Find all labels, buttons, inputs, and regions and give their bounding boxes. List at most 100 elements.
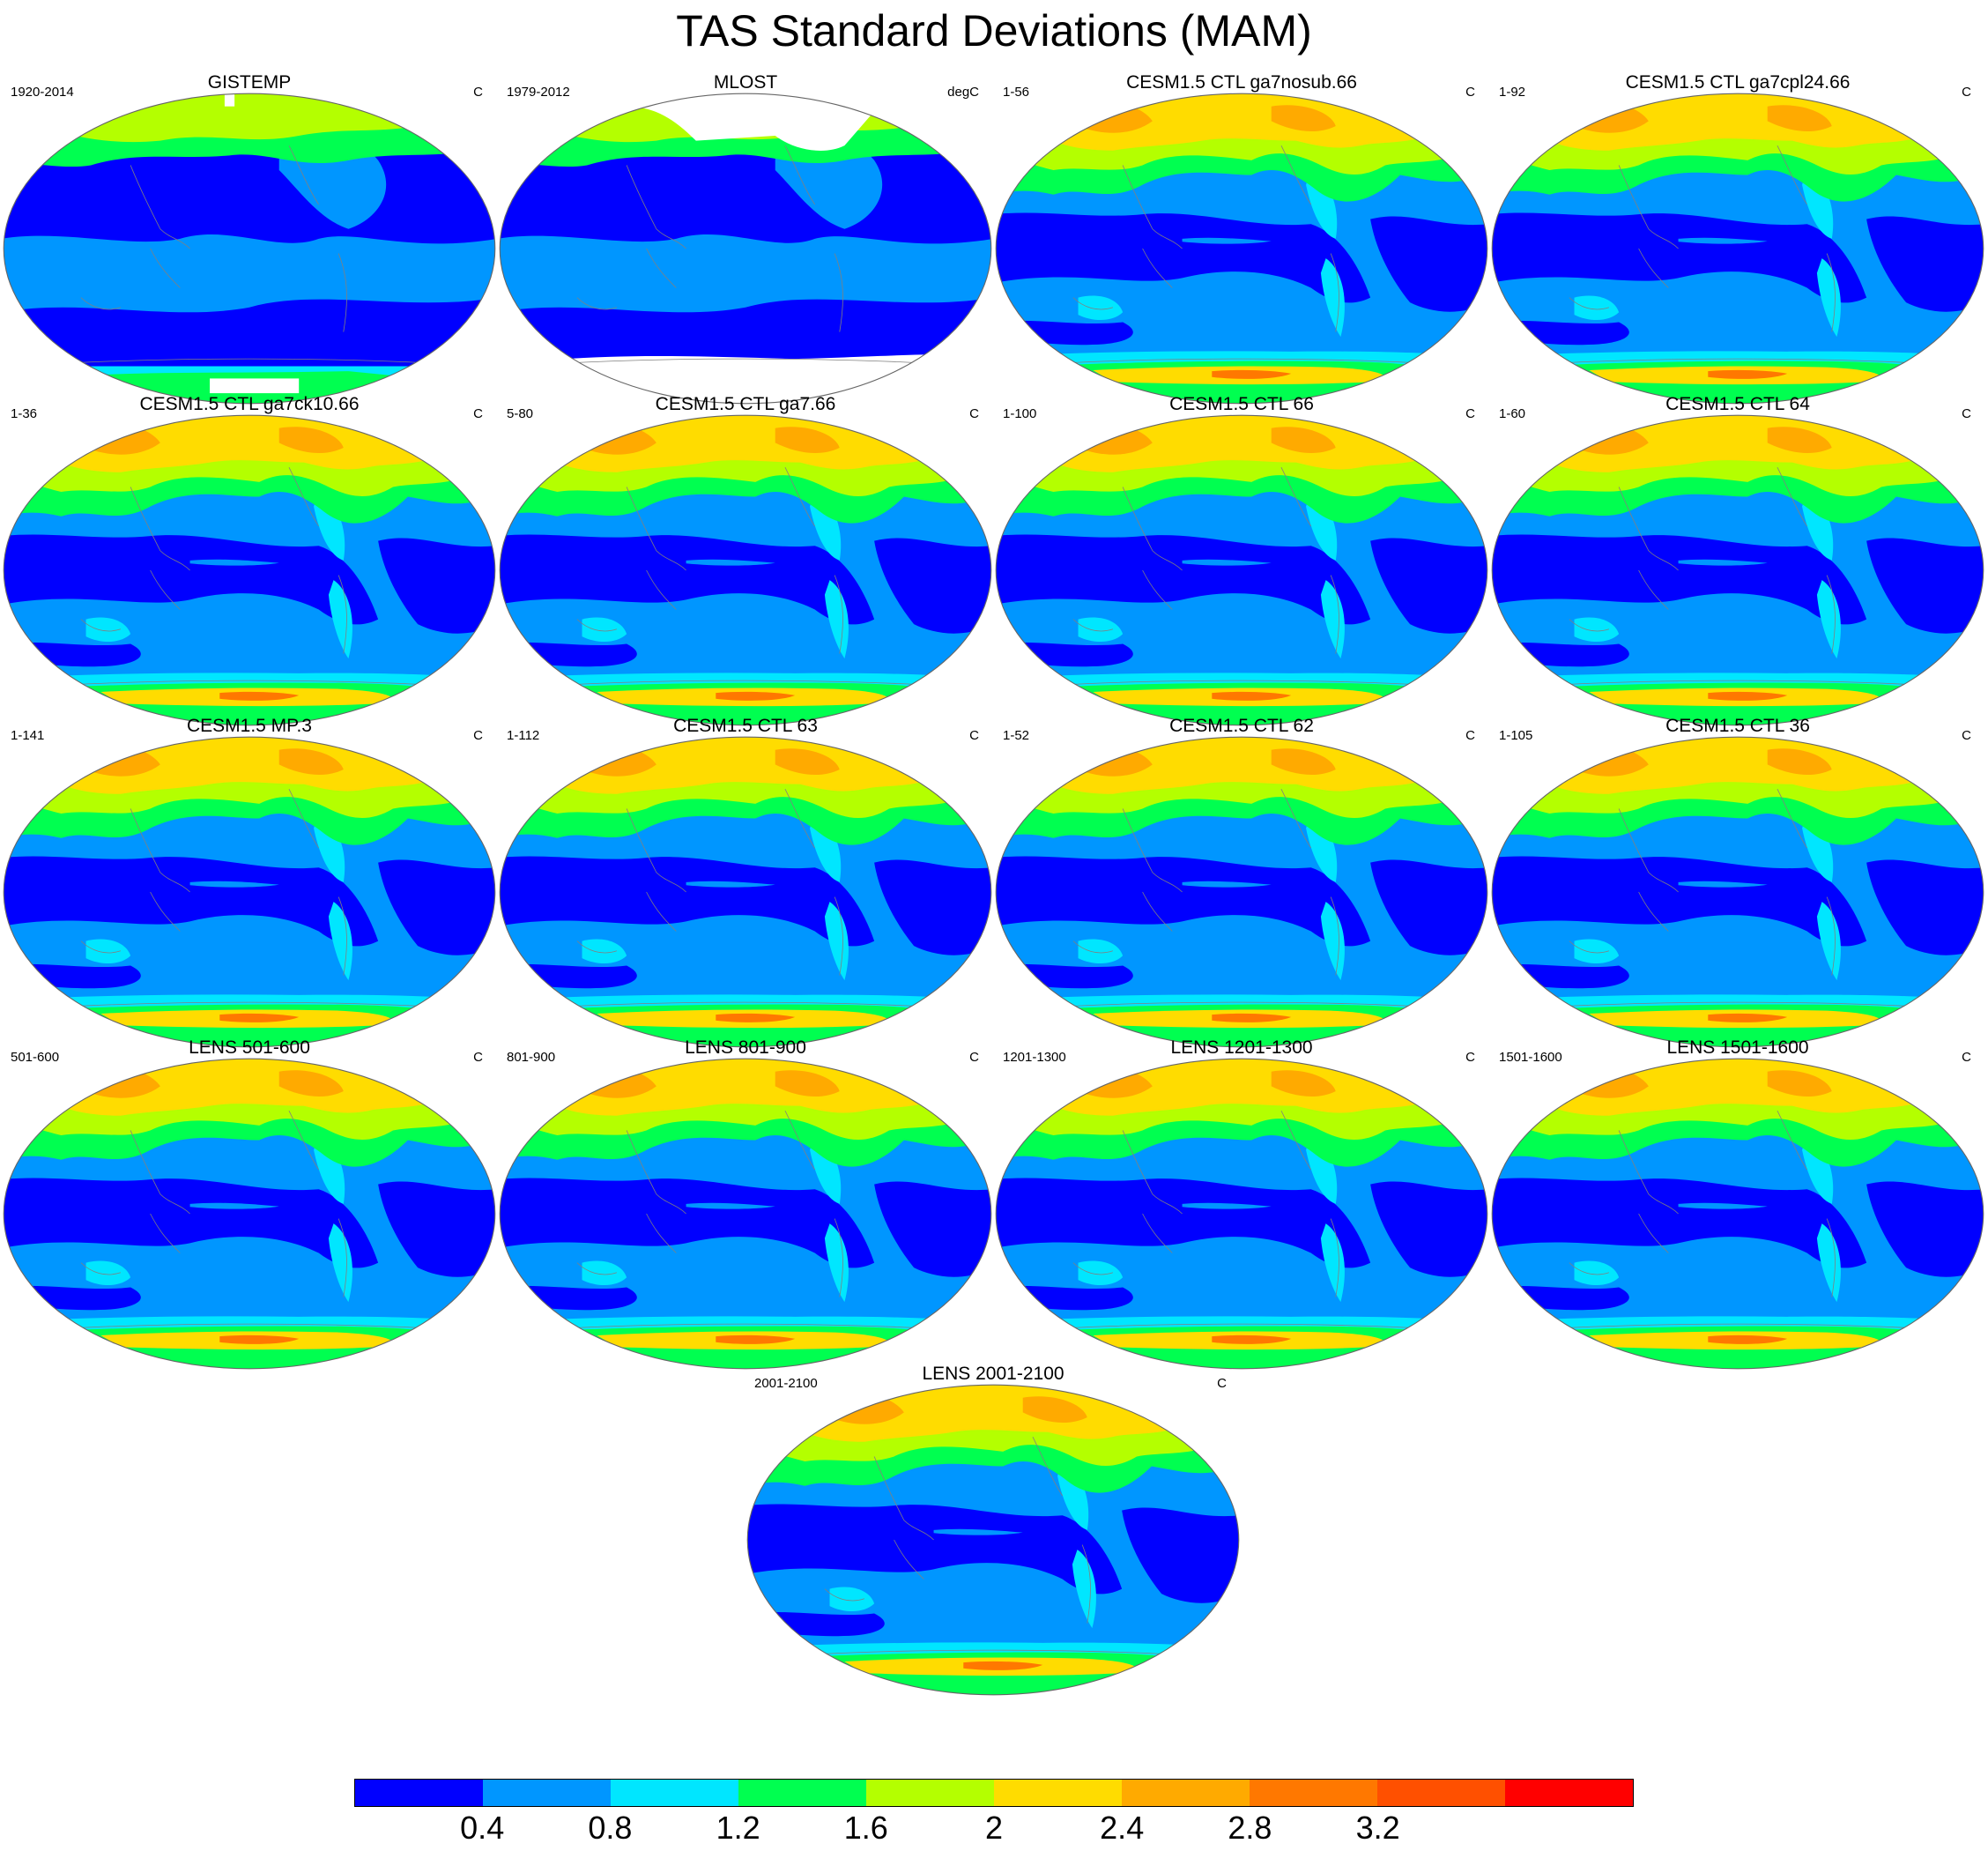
panel-title: LENS 1501-1600 <box>1666 1037 1809 1058</box>
panel-units: C <box>1962 406 1971 421</box>
world-map <box>1491 414 1984 726</box>
panel-title: CESM1.5 CTL 62 <box>1169 716 1314 736</box>
panel-title: CESM1.5 CTL 66 <box>1169 394 1314 414</box>
panel-units: degC <box>947 85 979 100</box>
world-map <box>1491 736 1984 1048</box>
world-map <box>746 1384 1240 1696</box>
world-map <box>995 1058 1488 1370</box>
panel-title: CESM1.5 CTL ga7ck10.66 <box>139 394 360 414</box>
panel-title: LENS 801-900 <box>685 1037 806 1058</box>
panel-title: LENS 501-600 <box>189 1037 310 1058</box>
map-panel: LENS 1201-1300 1201-1300 C <box>994 1036 1489 1388</box>
world-map <box>3 93 496 405</box>
colorbar-labels: 0.4 0.8 1.2 1.6 2 2.4 2.8 3.2 <box>354 1809 1634 1851</box>
panel-units: C <box>473 85 483 100</box>
panel-title: CESM1.5 CTL 64 <box>1665 394 1810 414</box>
world-map <box>995 93 1488 405</box>
panel-title: LENS 2001-2100 <box>922 1364 1064 1384</box>
panel-units: C <box>969 406 979 421</box>
panel-years: 1-60 <box>1499 406 1526 421</box>
colorbar-label: 1.6 <box>843 1810 888 1846</box>
panel-years: 1-56 <box>1003 85 1030 100</box>
panel-title: CESM1.5 CTL ga7nosub.66 <box>1126 72 1357 93</box>
panel-years: 1-141 <box>11 728 45 743</box>
panel-years: 501-600 <box>11 1050 60 1065</box>
panel-units: C <box>473 406 483 421</box>
map-panel: CESM1.5 CTL 62 1-52 C <box>994 714 1489 1067</box>
colorbar-swatch <box>611 1780 738 1806</box>
panel-title: CESM1.5 CTL ga7cpl24.66 <box>1625 72 1851 93</box>
world-map <box>499 736 992 1048</box>
world-map <box>3 1058 496 1370</box>
world-map <box>499 1058 992 1370</box>
world-map <box>1491 1058 1984 1370</box>
panel-years: 1201-1300 <box>1003 1050 1066 1065</box>
panel-title: MLOST <box>713 72 778 93</box>
world-map <box>995 414 1488 726</box>
panel-years: 1501-1600 <box>1499 1050 1562 1065</box>
panel-units: C <box>1465 1050 1475 1065</box>
panel-years: 1920-2014 <box>11 85 74 100</box>
map-panel: CESM1.5 CTL ga7ck10.66 1-36 C <box>2 392 497 745</box>
map-panel: CESM1.5 CTL 36 1-105 C <box>1490 714 1985 1067</box>
colorbar-label: 3.2 <box>1355 1810 1400 1846</box>
panel-title: LENS 1201-1300 <box>1170 1037 1313 1058</box>
panel-years: 1-105 <box>1499 728 1533 743</box>
panel-units: C <box>1962 85 1971 100</box>
colorbar-label: 0.4 <box>460 1810 505 1846</box>
colorbar-label: 2 <box>984 1810 1004 1846</box>
panel-units: C <box>1217 1376 1227 1391</box>
panel-years: 2001-2100 <box>754 1376 818 1391</box>
panel-years: 1-112 <box>507 728 540 743</box>
map-panel: GISTEMP 1920-2014 C <box>2 71 497 423</box>
world-map <box>499 414 992 726</box>
map-panel: LENS 801-900 801-900 C <box>498 1036 993 1388</box>
colorbar-swatch <box>1377 1780 1505 1806</box>
panel-years: 1-52 <box>1003 728 1030 743</box>
colorbar-swatch <box>1505 1780 1633 1806</box>
world-map <box>1491 93 1984 405</box>
colorbar-label: 2.8 <box>1228 1810 1272 1846</box>
panel-units: C <box>969 728 979 743</box>
map-panel: CESM1.5 CTL 64 1-60 C <box>1490 392 1985 745</box>
map-panel: MLOST 1979-2012 degC <box>498 71 993 423</box>
colorbar-swatch <box>994 1780 1122 1806</box>
colorbar-swatch <box>1250 1780 1377 1806</box>
colorbar-swatch <box>866 1780 994 1806</box>
panel-title: GISTEMP <box>207 72 292 93</box>
map-panel: CESM1.5 CTL ga7.66 5-80 C <box>498 392 993 745</box>
panel-units: C <box>1962 1050 1971 1065</box>
colorbar-label: 0.8 <box>588 1810 633 1846</box>
colorbar-swatch <box>483 1780 611 1806</box>
map-panel: CESM1.5 MP.3 1-141 C <box>2 714 497 1067</box>
map-panel: LENS 2001-2100 2001-2100 C <box>746 1362 1241 1714</box>
world-map <box>3 414 496 726</box>
panel-units: C <box>969 1050 979 1065</box>
map-panel: CESM1.5 CTL ga7nosub.66 1-56 C <box>994 71 1489 423</box>
panel-units: C <box>473 1050 483 1065</box>
panel-years: 801-900 <box>507 1050 556 1065</box>
map-panel: LENS 501-600 501-600 C <box>2 1036 497 1388</box>
panel-units: C <box>473 728 483 743</box>
panel-years: 5-80 <box>507 406 534 421</box>
colorbar-label: 2.4 <box>1100 1810 1145 1846</box>
map-panel: CESM1.5 CTL ga7cpl24.66 1-92 C <box>1490 71 1985 423</box>
figure-title: TAS Standard Deviations (MAM) <box>676 6 1312 56</box>
panel-title: CESM1.5 CTL 36 <box>1665 716 1810 736</box>
panel-years: 1-92 <box>1499 85 1526 100</box>
panel-title: CESM1.5 CTL ga7.66 <box>655 394 836 414</box>
world-map <box>3 736 496 1048</box>
map-panel: LENS 1501-1600 1501-1600 C <box>1490 1036 1985 1388</box>
panel-title: CESM1.5 MP.3 <box>186 716 312 736</box>
panel-units: C <box>1465 728 1475 743</box>
colorbar <box>354 1779 1634 1807</box>
panel-title: CESM1.5 CTL 63 <box>673 716 818 736</box>
world-map <box>499 93 992 405</box>
panel-units: C <box>1465 406 1475 421</box>
panel-units: C <box>1962 728 1971 743</box>
colorbar-swatch <box>355 1780 483 1806</box>
colorbar-swatch <box>1122 1780 1250 1806</box>
map-panel: CESM1.5 CTL 63 1-112 C <box>498 714 993 1067</box>
colorbar-swatch <box>738 1780 866 1806</box>
map-panel: CESM1.5 CTL 66 1-100 C <box>994 392 1489 745</box>
